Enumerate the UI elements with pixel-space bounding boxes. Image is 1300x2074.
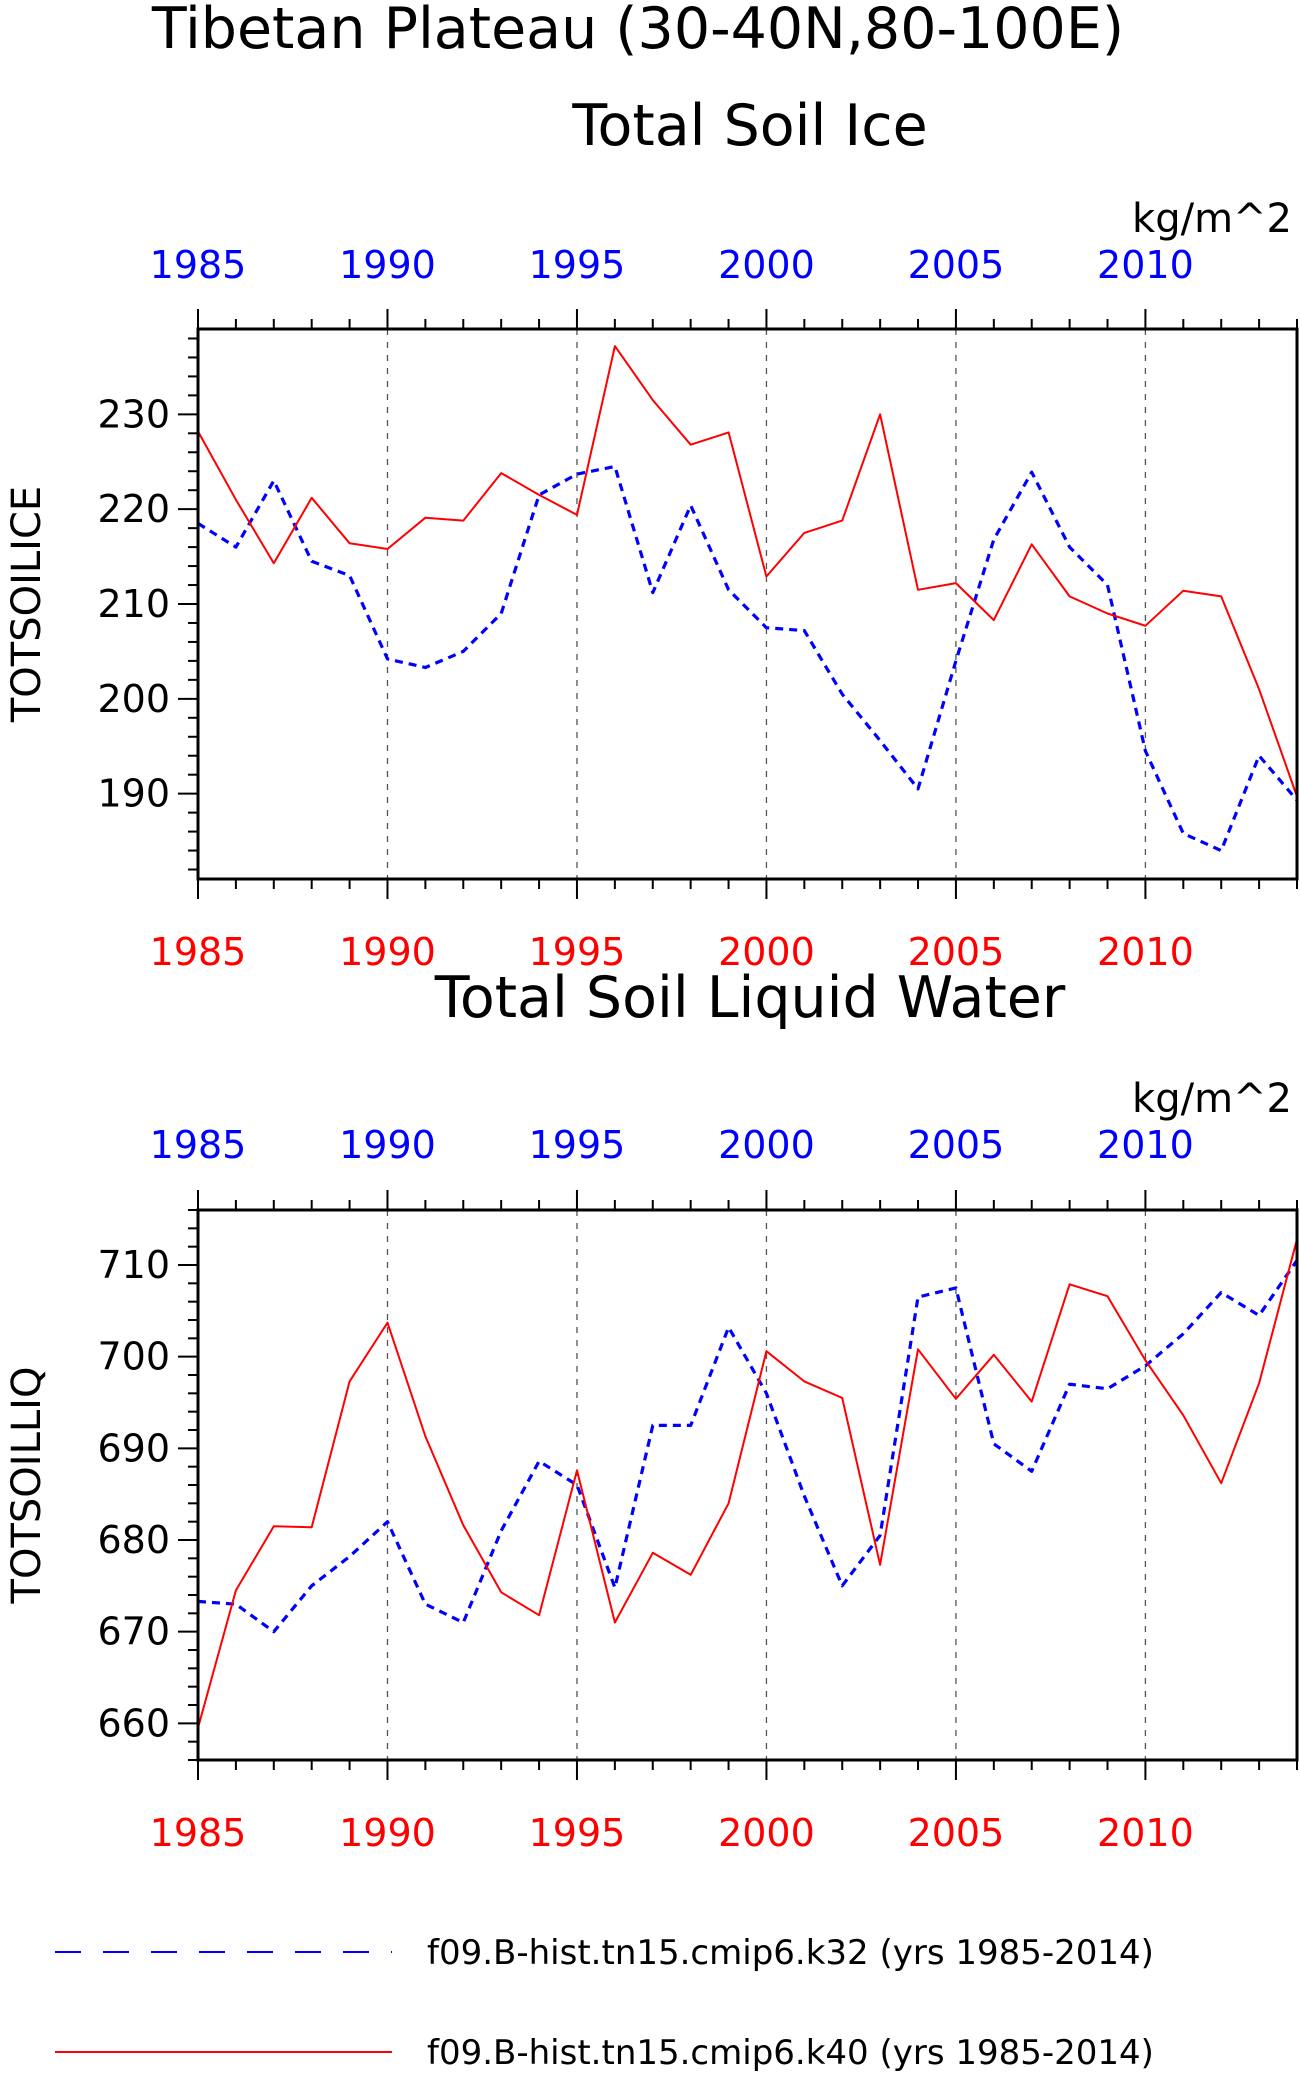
- figure-title: Tibetan Plateau (30-40N,80-100E): [151, 0, 1124, 62]
- legend-label-k32: f09.B-hist.tn15.cmip6.k32 (yrs 1985-2014…: [427, 1933, 1154, 1973]
- x-tick-label-bottom: 1990: [339, 1811, 436, 1855]
- x-tick-label-bottom: 1985: [150, 930, 247, 974]
- series-line-k32: [197, 1259, 1299, 1634]
- plot-frame: [196, 1208, 1299, 1762]
- panel-total-soil-ice: Total Soil Ice kg/m^2 TOTSOILICE 1985 1985 19…: [4, 93, 1299, 974]
- panel-total-soil-liquid-water: Total Soil Liquid Water kg/m^2 TOTSOILLIQ 1…: [4, 965, 1299, 1855]
- x-tick-label-top: 2000: [718, 243, 815, 287]
- panel-title: Total Soil Liquid Water: [434, 965, 1066, 1031]
- x-tick-label-bottom: 2005: [908, 1811, 1005, 1855]
- x-tick-label-top: 1990: [339, 243, 436, 287]
- series-line-k40: [197, 345, 1298, 797]
- x-tick-label-top: 1990: [339, 1123, 436, 1167]
- x-tick-label-bottom: 1995: [529, 930, 626, 974]
- plot-frame: [196, 327, 1299, 881]
- x-tick-label-bottom: 2000: [718, 1811, 815, 1855]
- x-tick-label-bottom: 1985: [150, 1811, 247, 1855]
- y-tick-label: 210: [97, 582, 170, 626]
- panel-title: Total Soil Ice: [571, 93, 927, 159]
- x-tick-label-top: 1995: [529, 1123, 626, 1167]
- x-tick-label-bottom: 2010: [1097, 930, 1194, 974]
- y-tick-label: 220: [97, 487, 170, 531]
- x-tick-label-top: 1995: [529, 243, 626, 287]
- units-label: kg/m^2: [1132, 196, 1292, 242]
- x-tick-label-top: 2000: [718, 1123, 815, 1167]
- x-tick-label-top: 2010: [1097, 1123, 1194, 1167]
- x-tick-label-top: 2005: [908, 243, 1005, 287]
- y-axis-label: TOTSOILICE: [4, 486, 50, 723]
- y-tick-label: 660: [97, 1701, 170, 1745]
- y-tick-label: 190: [97, 772, 170, 816]
- x-tick-label-bottom: 1995: [529, 1811, 626, 1855]
- x-tick-label-bottom: 2010: [1097, 1811, 1194, 1855]
- x-tick-label-bottom: 1990: [339, 930, 436, 974]
- legend: f09.B-hist.tn15.cmip6.k32 (yrs 1985-2014…: [55, 1933, 1154, 2073]
- x-tick-label-top: 2010: [1097, 243, 1194, 287]
- series-line-k32: [197, 464, 1299, 853]
- y-tick-label: 200: [97, 677, 170, 721]
- y-tick-label: 670: [97, 1610, 170, 1654]
- x-tick-label-bottom: 2000: [718, 930, 815, 974]
- x-tick-label-top: 1985: [150, 1123, 247, 1167]
- y-axis-label: TOTSOILLIQ: [4, 1367, 50, 1605]
- x-tick-label-bottom: 2005: [908, 930, 1005, 974]
- series-line-k40: [197, 1239, 1298, 1729]
- y-tick-label: 700: [97, 1335, 170, 1379]
- units-label: kg/m^2: [1132, 1076, 1292, 1122]
- y-tick-label: 690: [97, 1426, 170, 1470]
- y-tick-label: 710: [97, 1243, 170, 1287]
- y-tick-label: 230: [97, 392, 170, 436]
- x-tick-label-top: 1985: [150, 243, 247, 287]
- y-tick-label: 680: [97, 1518, 170, 1562]
- x-tick-label-top: 2005: [908, 1123, 1005, 1167]
- legend-label-k40: f09.B-hist.tn15.cmip6.k40 (yrs 1985-2014…: [427, 2033, 1154, 2073]
